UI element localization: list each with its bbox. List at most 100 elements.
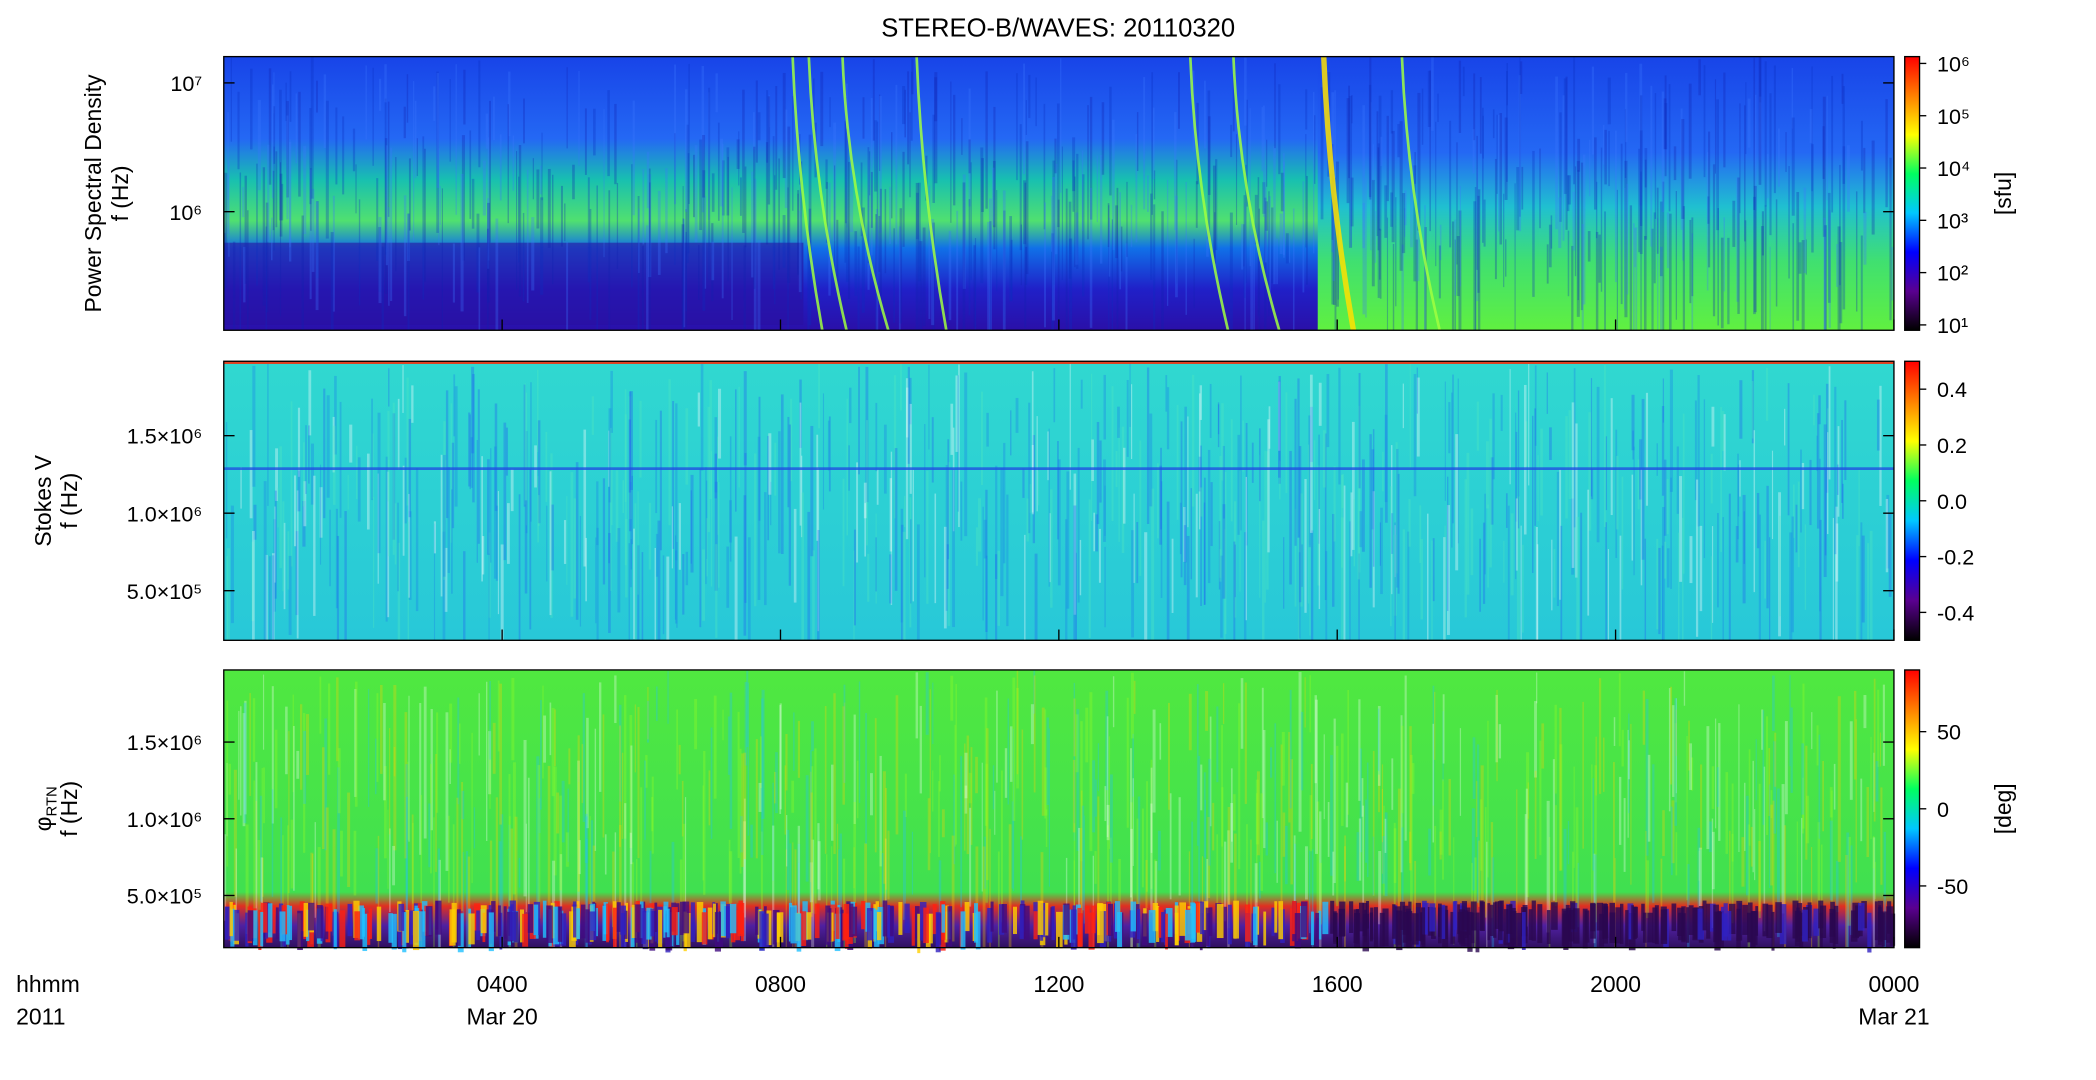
- texture: [1787, 383, 1790, 516]
- texture: [590, 820, 594, 905]
- texture: [1053, 368, 1056, 423]
- texture: [1536, 544, 1539, 641]
- texture: [279, 89, 282, 221]
- texture: [1630, 723, 1632, 885]
- texture: [729, 436, 732, 562]
- texture: [984, 836, 986, 889]
- texture: [935, 912, 941, 953]
- spectrogram: [223, 361, 1894, 641]
- texture: [488, 912, 494, 952]
- texture: [1792, 484, 1795, 538]
- texture: [1308, 415, 1311, 548]
- texture: [366, 913, 371, 945]
- texture: [799, 379, 802, 448]
- texture: [1697, 827, 1701, 938]
- texture: [710, 727, 713, 839]
- texture: [1853, 690, 1857, 780]
- texture: [1338, 908, 1345, 937]
- texture: [1343, 485, 1346, 641]
- texture: [882, 900, 888, 937]
- texture: [333, 909, 337, 950]
- texture: [941, 904, 945, 933]
- texture: [1842, 146, 1846, 310]
- texture: [1348, 95, 1353, 248]
- texture: [1372, 750, 1375, 896]
- texture: [406, 377, 409, 506]
- texture: [1179, 902, 1186, 936]
- texture: [1207, 816, 1211, 899]
- texture: [1565, 416, 1568, 519]
- texture: [938, 781, 940, 857]
- texture: [890, 451, 893, 606]
- texture: [608, 408, 612, 503]
- texture: [1505, 493, 1508, 528]
- texture: [1819, 458, 1821, 612]
- texture: [1439, 831, 1442, 860]
- texture: [800, 455, 803, 538]
- texture: [1159, 723, 1162, 760]
- texture: [1297, 378, 1300, 538]
- texture: [1099, 440, 1102, 503]
- texture: [476, 440, 478, 563]
- texture: [919, 902, 927, 941]
- texture: [384, 64, 387, 103]
- texture: [962, 174, 966, 289]
- texture: [1494, 158, 1497, 280]
- texture: [1019, 905, 1024, 939]
- texture: [1567, 230, 1570, 297]
- texture: [1227, 807, 1231, 929]
- texture: [433, 523, 436, 641]
- texture: [1624, 109, 1627, 179]
- texture: [1686, 907, 1690, 943]
- texture: [1309, 795, 1313, 852]
- texture: [983, 519, 987, 559]
- texture: [1832, 517, 1835, 641]
- texture: [869, 773, 873, 816]
- texture: [1873, 678, 1876, 822]
- texture: [1438, 903, 1442, 944]
- texture: [1176, 404, 1179, 520]
- texture: [1560, 525, 1563, 641]
- texture: [1486, 841, 1488, 948]
- texture: [1251, 442, 1254, 483]
- texture: [1209, 907, 1213, 937]
- texture: [1318, 811, 1322, 948]
- texture: [302, 442, 305, 507]
- texture: [1476, 744, 1480, 903]
- texture: [1278, 901, 1284, 940]
- texture: [435, 754, 437, 872]
- texture: [1491, 857, 1495, 948]
- texture: [1631, 394, 1635, 451]
- texture: [1563, 828, 1567, 927]
- texture: [271, 555, 275, 641]
- texture: [1106, 716, 1109, 838]
- texture: [1745, 795, 1749, 896]
- texture: [1707, 196, 1710, 224]
- texture: [811, 721, 814, 752]
- texture: [1595, 181, 1598, 239]
- texture: [1394, 522, 1396, 641]
- texture: [947, 439, 950, 560]
- texture: [813, 78, 815, 130]
- texture: [1874, 861, 1876, 900]
- texture: [523, 98, 525, 144]
- texture: [267, 144, 270, 242]
- texture: [603, 108, 605, 258]
- texture: [1289, 450, 1292, 585]
- texture: [1052, 160, 1056, 286]
- texture: [1382, 908, 1389, 947]
- texture: [323, 388, 326, 519]
- texture: [699, 139, 703, 231]
- texture: [1717, 513, 1719, 608]
- texture: [1554, 805, 1558, 906]
- texture: [1661, 545, 1664, 641]
- texture: [709, 380, 713, 500]
- texture: [1797, 903, 1803, 936]
- texture: [615, 470, 619, 542]
- texture: [463, 69, 466, 125]
- texture: [573, 901, 577, 938]
- texture: [996, 190, 998, 292]
- texture: [1384, 812, 1388, 897]
- texture: [797, 193, 799, 275]
- texture: [471, 366, 475, 454]
